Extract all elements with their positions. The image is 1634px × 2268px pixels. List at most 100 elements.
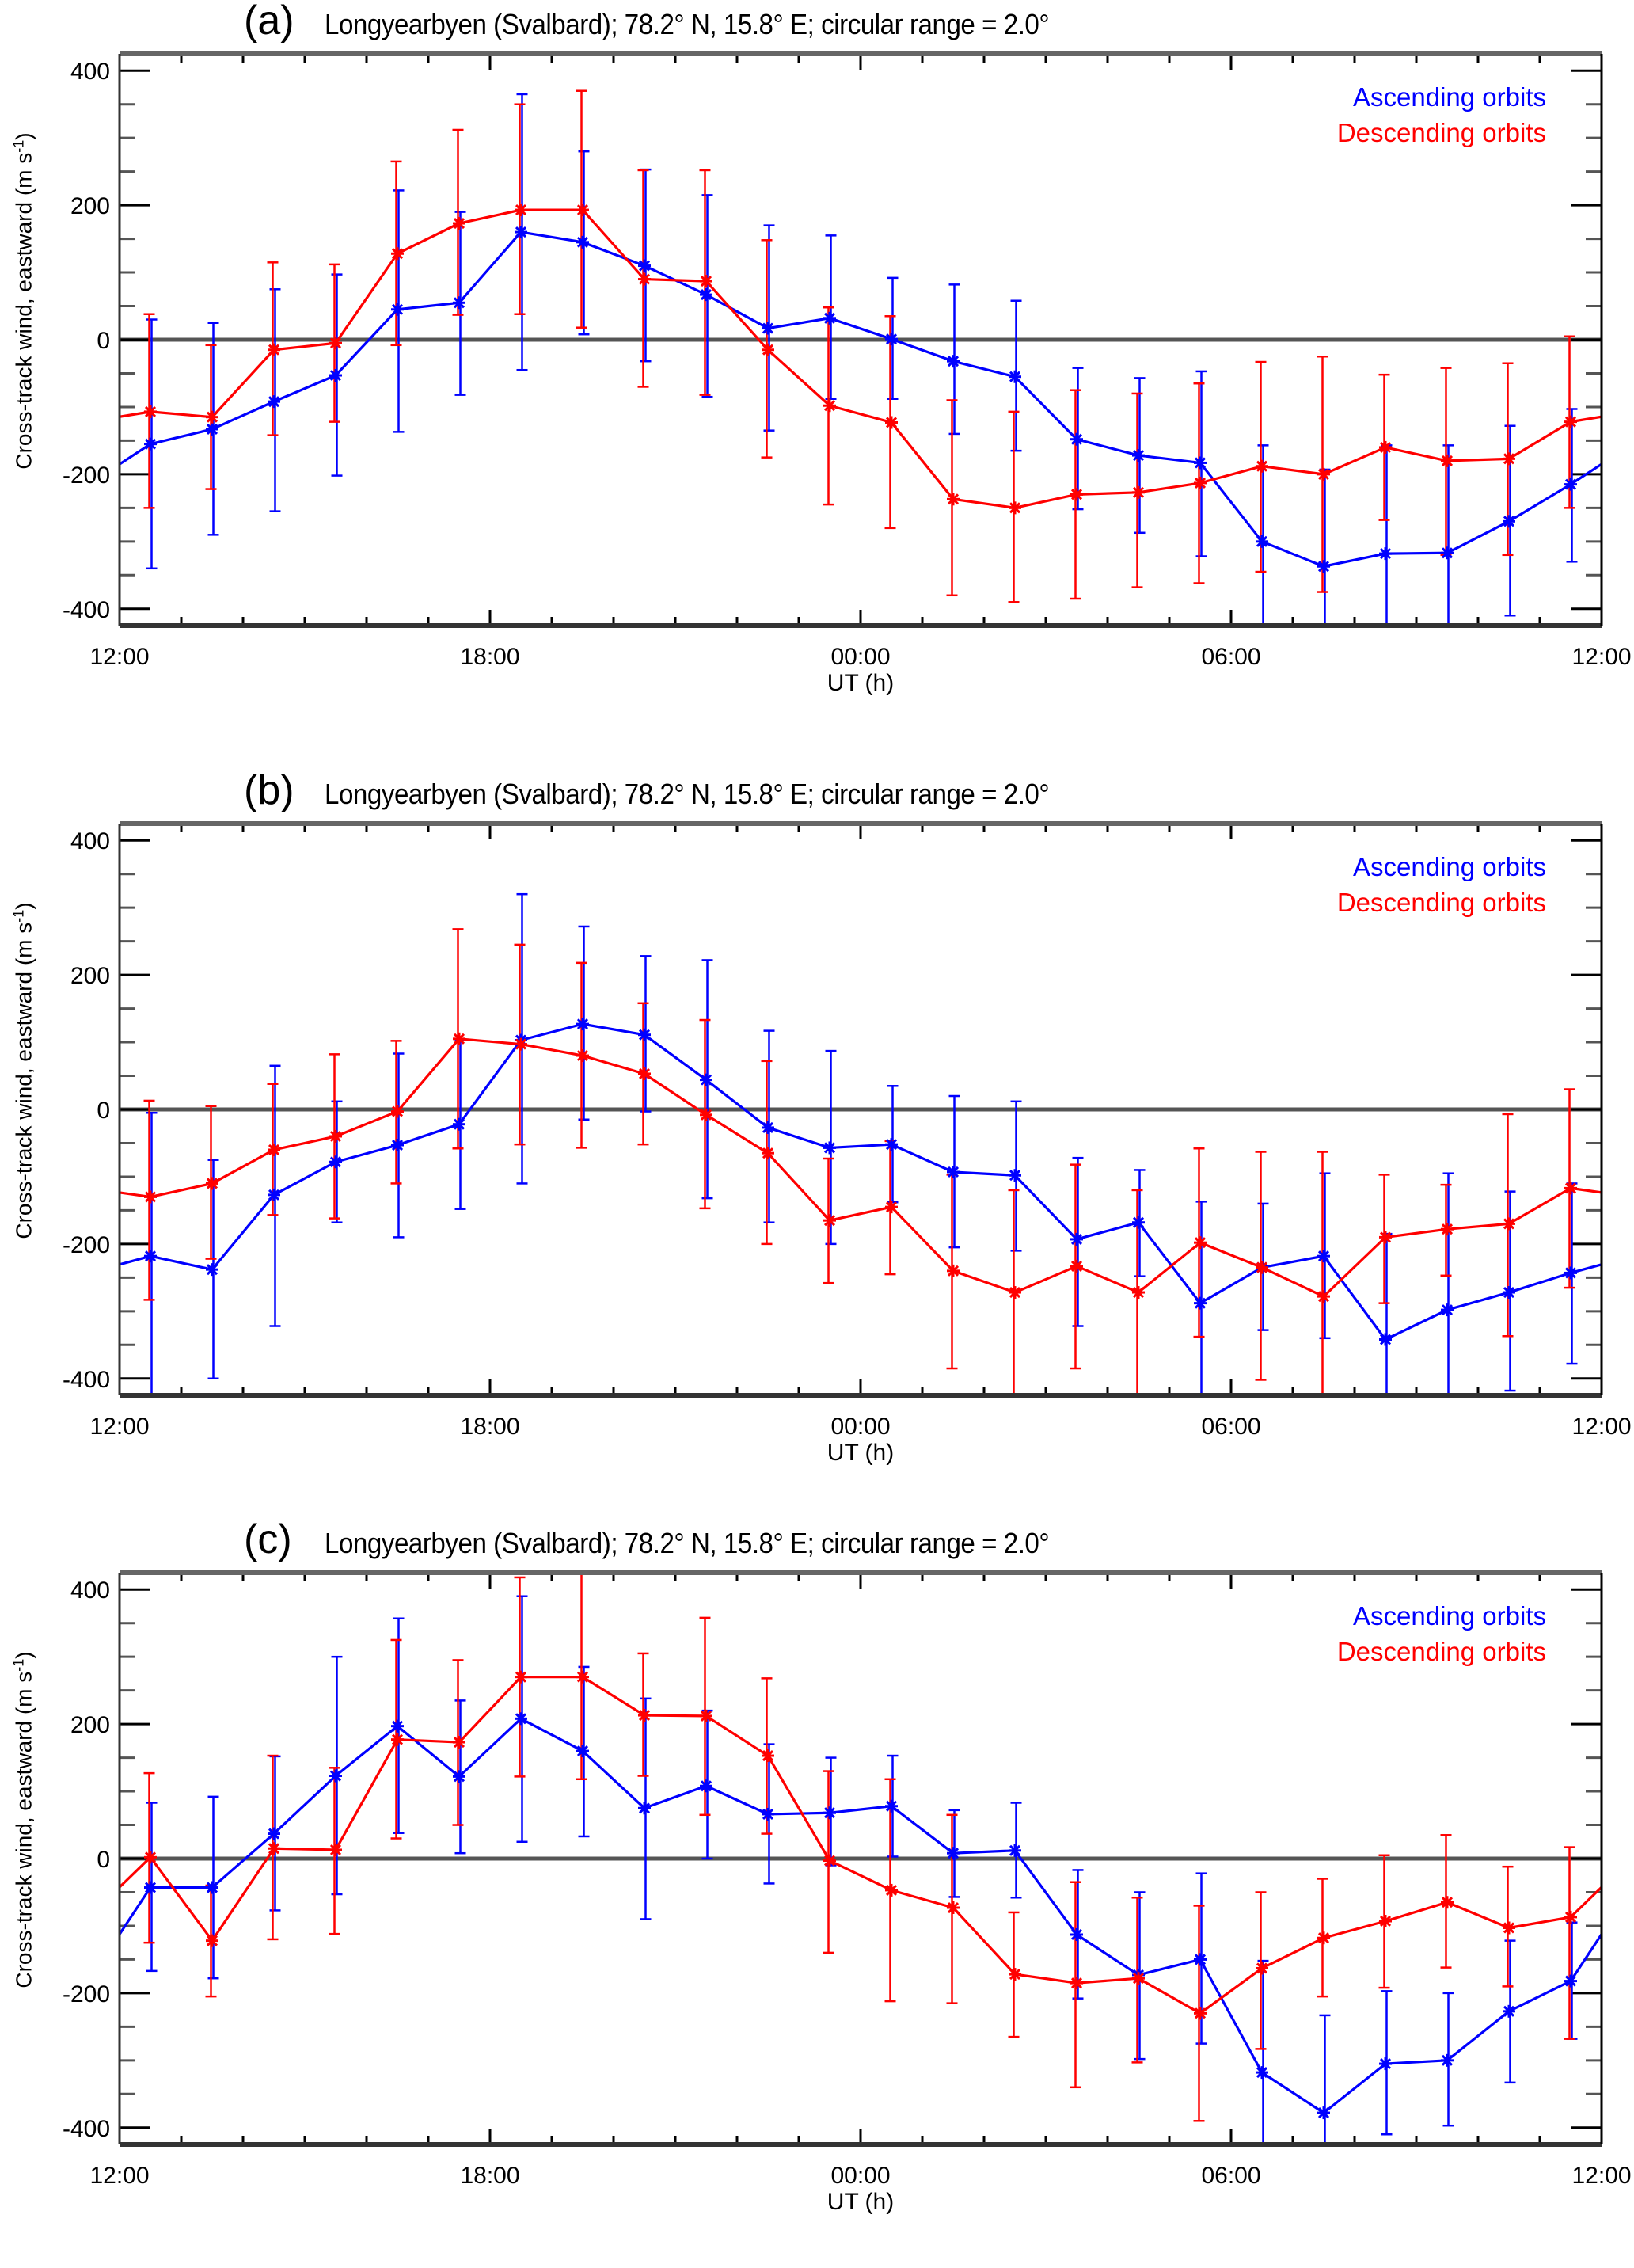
x-tick-label: 12:00 bbox=[89, 2163, 149, 2189]
data-point-marker bbox=[515, 204, 527, 217]
data-point-marker bbox=[762, 343, 774, 356]
marker-stroke bbox=[1194, 477, 1206, 489]
marker-stroke bbox=[1132, 486, 1145, 498]
data-point-marker bbox=[885, 1201, 898, 1214]
error-bars-ascending bbox=[146, 93, 1578, 626]
x-tick-label: 18:00 bbox=[460, 2163, 519, 2189]
data-point-marker bbox=[823, 1806, 836, 1820]
y-tick-label: 200 bbox=[70, 1712, 110, 1738]
data-point-marker bbox=[453, 1770, 466, 1783]
marker-stroke bbox=[700, 1109, 712, 1121]
data-point-marker bbox=[576, 1670, 589, 1684]
data-point-marker bbox=[453, 1736, 466, 1749]
marker-stroke bbox=[1379, 548, 1392, 560]
marker-stroke bbox=[700, 1710, 712, 1722]
marker-stroke bbox=[823, 312, 836, 324]
data-point-marker bbox=[1564, 1910, 1577, 1924]
marker-stroke bbox=[329, 1844, 342, 1856]
marker-stroke bbox=[1009, 1286, 1021, 1299]
x-tick-label: 06:00 bbox=[1201, 644, 1260, 670]
panel-label: (c) bbox=[244, 1516, 292, 1562]
x-tick-label: 12:00 bbox=[89, 644, 149, 670]
data-point-marker bbox=[1256, 1962, 1268, 1975]
marker-stroke bbox=[1379, 441, 1392, 453]
data-point-marker bbox=[1009, 1169, 1021, 1182]
data-point-marker bbox=[515, 226, 527, 239]
marker-stroke bbox=[638, 1802, 651, 1814]
series-group bbox=[120, 892, 1602, 1395]
marker-stroke bbox=[762, 1749, 774, 1762]
marker-stroke bbox=[329, 1770, 342, 1782]
x-tick-label: 00:00 bbox=[830, 644, 890, 670]
data-point-marker bbox=[329, 1129, 342, 1143]
series-group bbox=[120, 1573, 1602, 2144]
data-point-marker bbox=[268, 343, 280, 356]
marker-stroke bbox=[1379, 1915, 1392, 1927]
data-point-marker bbox=[329, 1155, 342, 1169]
marker-stroke bbox=[576, 1018, 589, 1030]
marker-stroke bbox=[391, 1720, 404, 1732]
marker-stroke bbox=[700, 289, 712, 301]
panel-b: (b) Longyearbyen (Svalbard); 78.2° N, 15… bbox=[0, 767, 1634, 1519]
legend-ascending: Ascending orbits bbox=[1353, 1601, 1546, 1631]
marker-stroke bbox=[515, 226, 527, 238]
panel-title: (a) Longyearbyen (Svalbard); 78.2° N, 15… bbox=[0, 0, 1634, 52]
marker-stroke bbox=[823, 1142, 836, 1154]
data-point-marker bbox=[391, 247, 404, 261]
data-point-marker bbox=[206, 410, 218, 424]
legend-descending: Descending orbits bbox=[1336, 1637, 1546, 1666]
x-tick-label: 12:00 bbox=[1571, 2163, 1631, 2189]
data-point-marker bbox=[576, 1018, 589, 1031]
marker-stroke bbox=[329, 369, 342, 382]
marker-stroke bbox=[206, 1882, 218, 1893]
data-point-marker bbox=[823, 1214, 836, 1227]
marker-stroke bbox=[1564, 416, 1577, 428]
marker-stroke bbox=[576, 204, 589, 216]
data-point-marker bbox=[638, 1802, 651, 1815]
data-point-marker bbox=[1070, 1927, 1083, 1941]
data-point-marker bbox=[1441, 454, 1454, 467]
legend-ascending: Ascending orbits bbox=[1353, 852, 1546, 881]
y-tick-label: -400 bbox=[63, 1367, 110, 1393]
data-point-marker bbox=[329, 1843, 342, 1856]
data-point-marker bbox=[947, 1264, 960, 1277]
marker-stroke bbox=[947, 1901, 960, 1914]
marker-stroke bbox=[1503, 2005, 1515, 2017]
series-line-descending bbox=[120, 1676, 1602, 2015]
data-point-marker bbox=[576, 1745, 589, 1758]
data-point-marker bbox=[576, 235, 589, 249]
data-point-marker bbox=[700, 1073, 712, 1086]
data-point-marker bbox=[1194, 456, 1206, 470]
data-point-marker bbox=[700, 275, 712, 288]
data-point-marker bbox=[206, 1881, 218, 1894]
marker-stroke bbox=[885, 1884, 898, 1896]
y-tick-label: 200 bbox=[70, 193, 110, 219]
data-point-marker bbox=[885, 1883, 898, 1897]
panel-title: (c) Longyearbyen (Svalbard); 78.2° N, 15… bbox=[0, 1516, 1634, 1571]
data-point-marker bbox=[1441, 1223, 1454, 1236]
data-point-marker bbox=[1194, 2007, 1206, 2020]
data-point-marker bbox=[1564, 478, 1577, 491]
data-point-marker bbox=[1317, 1250, 1330, 1263]
series-line-ascending bbox=[120, 230, 1602, 568]
marker-stroke bbox=[391, 1105, 404, 1117]
marker-stroke bbox=[391, 248, 404, 260]
data-point-marker bbox=[515, 1670, 527, 1684]
data-point-marker bbox=[1256, 459, 1268, 473]
data-point-marker bbox=[823, 311, 836, 325]
marker-stroke bbox=[144, 438, 157, 450]
data-point-marker bbox=[1564, 415, 1577, 428]
marker-stroke bbox=[1564, 1182, 1577, 1194]
marker-stroke bbox=[1070, 1977, 1083, 1989]
legend-descending: Descending orbits bbox=[1336, 888, 1546, 917]
data-point-marker bbox=[1132, 1216, 1145, 1229]
marker-stroke bbox=[638, 260, 651, 272]
data-point-marker bbox=[700, 1709, 712, 1722]
data-point-marker bbox=[144, 1250, 157, 1263]
data-point-marker bbox=[1256, 2066, 1268, 2080]
data-point-marker bbox=[762, 1807, 774, 1821]
marker-stroke bbox=[762, 1147, 774, 1159]
data-point-marker bbox=[1194, 476, 1206, 489]
data-point-marker bbox=[762, 322, 774, 335]
marker-stroke bbox=[1256, 1261, 1268, 1273]
